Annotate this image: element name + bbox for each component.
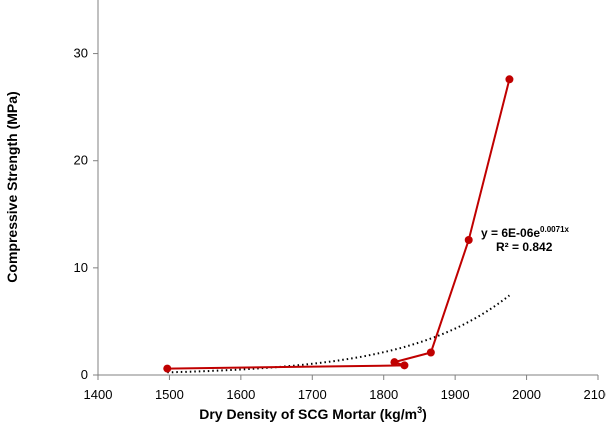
x-ticks: 1400 1500 1600 1700 1800 1900 2000 2100 [84, 375, 606, 402]
x-tick-label: 1700 [298, 387, 327, 402]
plot-area [97, 0, 598, 376]
x-tick-label: 1600 [226, 387, 255, 402]
trendline [167, 294, 511, 374]
y-ticks: 0 10 20 30 [74, 46, 98, 382]
trend-r-squared: R² = 0.842 [496, 240, 553, 254]
x-tick-label: 2000 [512, 387, 541, 402]
x-tick-label: 2100 [584, 387, 606, 402]
data-point [390, 358, 399, 367]
x-tick-label: 1500 [155, 387, 184, 402]
data-point [505, 75, 514, 84]
trend-equation: y = 6E-06e0.0071x [481, 225, 570, 240]
series-line [167, 79, 511, 370]
y-tick-label: 20 [74, 153, 88, 168]
y-tick-label: 0 [81, 367, 88, 382]
y-axis-title: Compressive Strength (MPa) [4, 91, 20, 282]
data-point [464, 236, 473, 244]
data-point [163, 364, 172, 373]
data-point [400, 361, 409, 370]
x-axis-title: Dry Density of SCG Mortar (kg/m3) [199, 405, 427, 422]
x-tick-label: 1800 [369, 387, 398, 402]
series-points [163, 75, 514, 373]
data-point [426, 348, 435, 357]
x-tick-label: 1900 [441, 387, 470, 402]
y-tick-label: 30 [74, 46, 88, 61]
x-tick-label: 1400 [84, 387, 113, 402]
y-tick-label: 10 [74, 260, 88, 275]
